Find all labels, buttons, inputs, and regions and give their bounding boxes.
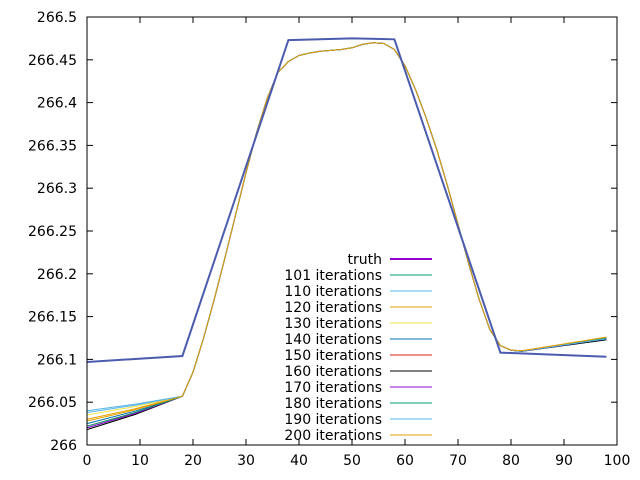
y-tick-label: 266.3	[37, 181, 77, 197]
x-tick-label: 60	[396, 453, 414, 469]
legend-label: 180 iterations	[284, 396, 382, 412]
x-tick-label: 30	[237, 453, 255, 469]
y-tick-label: 266.05	[28, 395, 77, 411]
legend-label: truth	[348, 252, 382, 268]
x-tick-label: 70	[449, 453, 467, 469]
legend-label: 101 iterations	[284, 268, 382, 284]
y-tick-label: 266.1	[37, 352, 77, 368]
legend-label: 150 iterations	[284, 348, 382, 364]
series-layer	[86, 37, 607, 431]
legend-label: 130 iterations	[284, 316, 382, 332]
legend-label: 110 iterations	[284, 284, 382, 300]
x-tick-label: 100	[604, 453, 631, 469]
legend-label: 190 iterations	[284, 412, 382, 428]
x-tick-label: 80	[502, 453, 520, 469]
x-tick-label: 90	[555, 453, 573, 469]
y-tick-label: 266.35	[28, 138, 77, 154]
y-tick-label: 266.25	[28, 224, 77, 240]
y-tick-label: 266.15	[28, 310, 77, 326]
x-tick-label: 40	[290, 453, 308, 469]
x-tick-label: 10	[131, 453, 149, 469]
truth-line	[86, 37, 607, 363]
y-tick-label: 266	[50, 438, 77, 454]
legend-label: 140 iterations	[284, 332, 382, 348]
y-tick-label: 266.2	[37, 267, 77, 283]
legend-label: 200 iterations	[284, 428, 382, 444]
legend-label: 120 iterations	[284, 300, 382, 316]
x-tick-label: 20	[184, 453, 202, 469]
series-line-11	[86, 42, 607, 422]
y-tick-label: 266.4	[37, 96, 77, 112]
legend-label: 170 iterations	[284, 380, 382, 396]
y-tick-label: 266.5	[37, 10, 77, 26]
ticks-layer: 0 10 20 30 40 50 60 70 80 90 100 266 266.05 266.1 266.…	[28, 10, 630, 469]
legend-label: 160 iterations	[284, 364, 382, 380]
y-tick-label: 266.45	[28, 53, 77, 69]
x-tick-label: 0	[83, 453, 92, 469]
x-tick-label: 50	[343, 453, 361, 469]
